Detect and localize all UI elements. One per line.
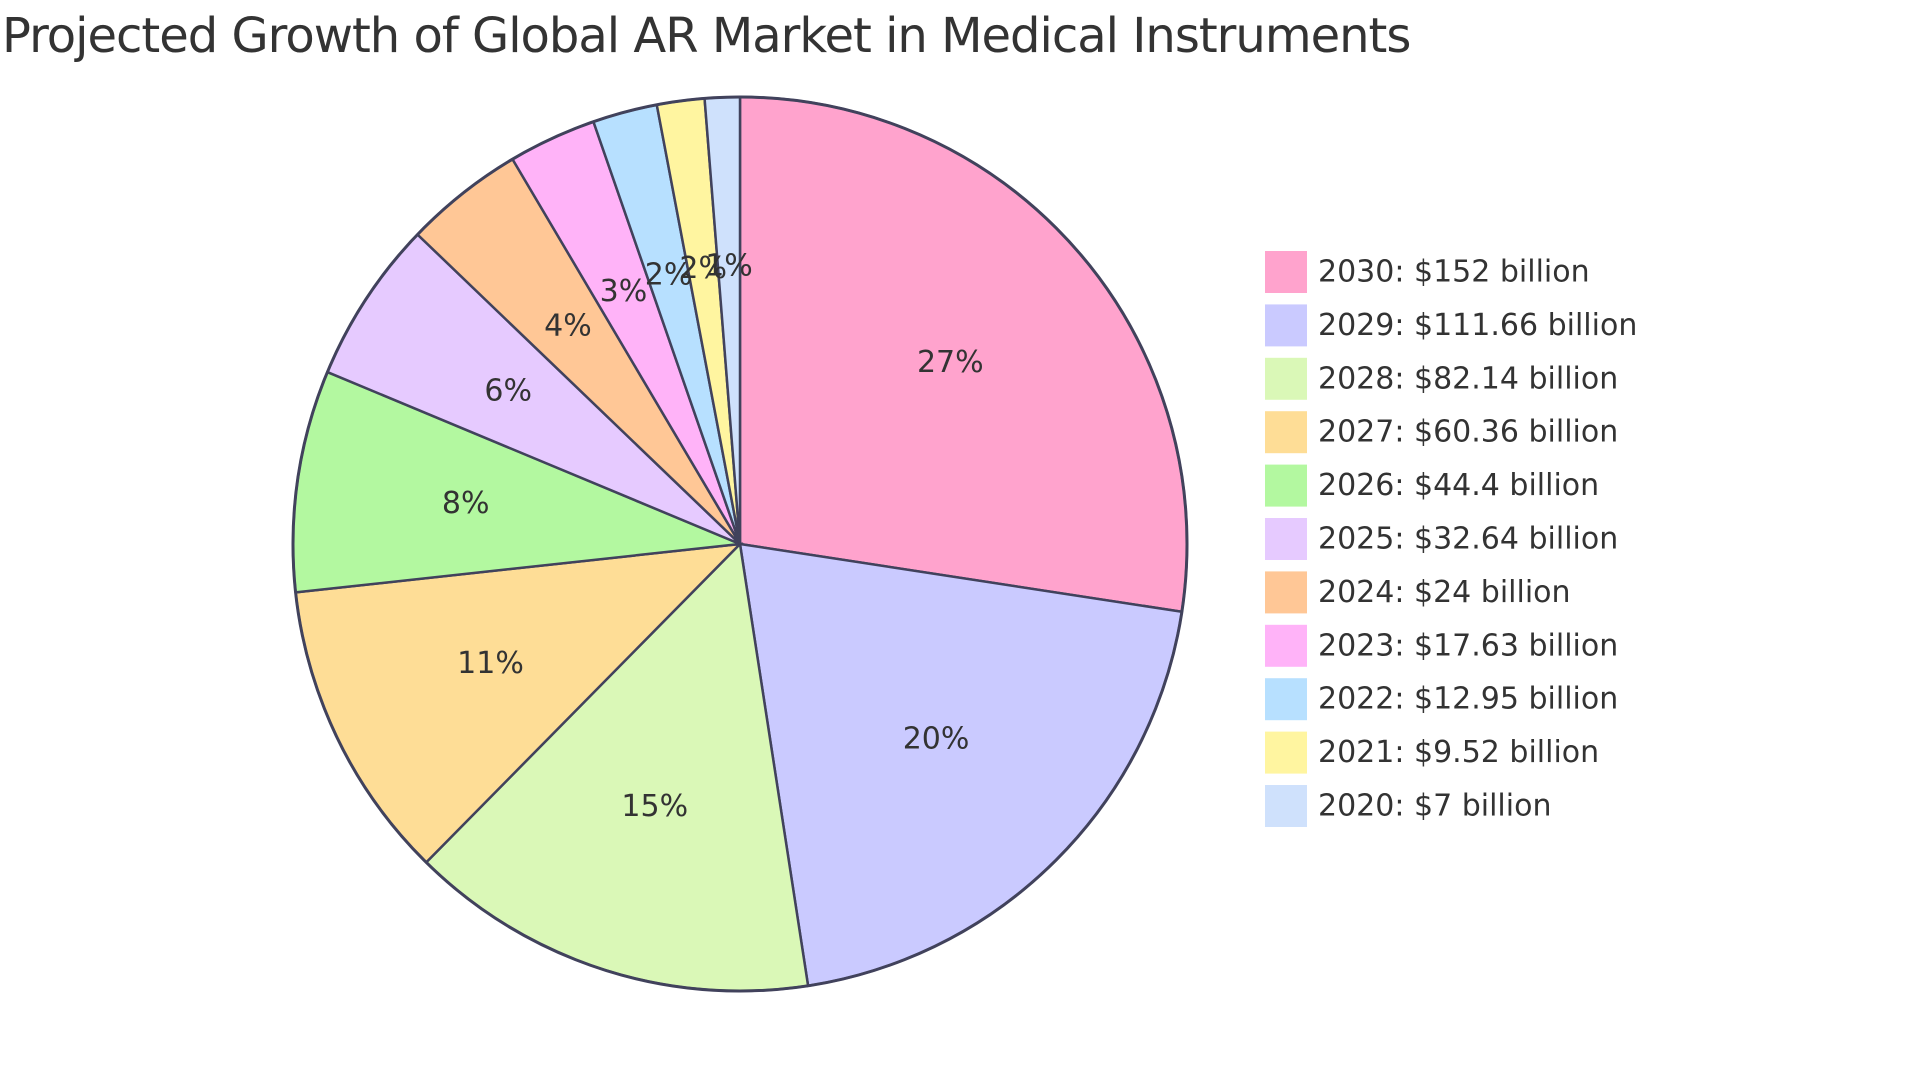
legend-label-2029: 2029: $111.66 billion [1318, 308, 1637, 343]
slice-label-2023: 3% [600, 274, 648, 309]
pie-slices [291, 95, 1189, 993]
legend-swatch-2027 [1263, 409, 1309, 456]
slice-label-2022: 2% [645, 258, 693, 293]
legend-swatch-2020 [1263, 783, 1309, 829]
slice-label-2027: 11% [457, 646, 524, 681]
chart-title: Projected Growth of Global AR Market in … [2, 8, 1411, 64]
legend-label-2028: 2028: $82.14 billion [1318, 361, 1618, 396]
legend-swatch-2021 [1263, 729, 1309, 776]
pie-outline [291, 95, 1189, 993]
slice-label-2029: 20% [903, 721, 970, 756]
legend-swatch-2030 [1263, 249, 1309, 295]
legend-swatch-2022 [1263, 676, 1309, 723]
slice-label-2021: 2% [679, 251, 727, 286]
slice-label-2024: 4% [544, 308, 592, 343]
legend-swatch-2026 [1263, 462, 1309, 509]
legend-label-2027: 2027: $60.36 billion [1318, 415, 1618, 450]
pie-slice-labels: 27%20%15%11%8%6%4%3%2%2%1% [442, 249, 984, 825]
legend-swatch-2029 [1263, 302, 1309, 349]
legend-swatch-2023 [1263, 622, 1309, 669]
legend-label-2026: 2026: $44.4 billion [1318, 468, 1599, 503]
slice-label-2025: 6% [484, 374, 532, 409]
legend-label-2030: 2030: $152 billion [1318, 255, 1590, 290]
slice-label-2020: 1% [705, 249, 753, 284]
legend-swatch-2025 [1263, 516, 1309, 562]
legend-label-2024: 2024: $24 billion [1318, 575, 1571, 610]
slice-label-2030: 27% [917, 345, 984, 380]
legend-label-2021: 2021: $9.52 billion [1318, 735, 1599, 770]
legend-label-2022: 2022: $12.95 billion [1318, 682, 1618, 717]
slice-label-2028: 15% [621, 789, 688, 824]
legend-label-2023: 2023: $17.63 billion [1318, 628, 1618, 663]
slice-label-2026: 8% [442, 486, 490, 521]
legend: 2030: $152 billion 2029: $111.66 billion 2… [1263, 249, 1637, 829]
legend-label-2025: 2025: $32.64 billion [1318, 522, 1618, 557]
legend-label-2020: 2020: $7 billion [1318, 789, 1551, 824]
legend-swatch-2028 [1263, 355, 1309, 402]
legend-swatch-2024 [1263, 569, 1309, 616]
pie-slice-2029 [738, 542, 1184, 988]
